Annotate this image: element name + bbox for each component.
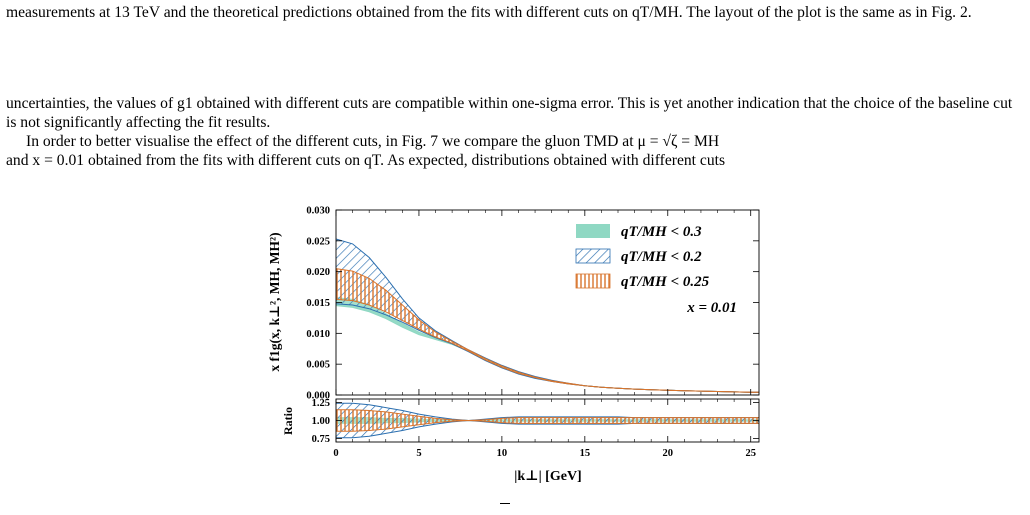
ratio-tick-label: 0.75 [312,434,330,445]
legend-swatch-green [576,224,610,238]
legend-label-0.25: qT/MH < 0.25 [621,274,710,290]
x-tick-label: 25 [745,448,756,459]
main-panel-bands [336,238,759,393]
annotation-x-value: x = 0.01 [686,300,737,316]
x-tick-label: 10 [497,448,508,459]
y-tick-label: 0.000 [306,391,330,402]
y-tick-label: 0.005 [306,360,330,371]
paragraph-caption-tail: measurements at 13 TeV and the theoretic… [6,4,972,21]
y-tick-label: 0.015 [306,298,330,309]
y-tick-label: 0.025 [306,236,330,247]
legend-swatch-blue [575,248,611,264]
ratio-panel-bands [336,402,759,439]
y-axis-label: x f1g(x, k⊥², MH, MH²) [267,232,282,371]
legend-label-0.2: qT/MH < 0.2 [621,249,702,265]
legend-swatch-orange [575,273,611,289]
ratio-band-2 [336,409,759,432]
x-tick-label: 15 [580,448,591,459]
x-tick-label: 0 [333,448,338,459]
ratio-band-2-upper-edge [336,409,759,422]
ratio-tick-label: 1.00 [312,416,330,427]
ratio-band-2-lower-edge [336,419,759,432]
x-tick-label: 20 [663,448,674,459]
x-axis-label: |k⊥| [GeV] [514,469,581,484]
paragraph-line-1: In order to better visualise the effect … [26,133,720,150]
paragraph-uncertainties: uncertainties, the values of g1 obtained… [6,95,1013,131]
paragraph-visualise: In order to better visualise the effect … [6,132,1024,170]
axes-ticks: 0.000 0.005 0.010 0.015 0.020 0.025 0.030 0.75 1… [306,206,759,459]
ratio-tick-label: 1.25 [312,398,330,409]
x-tick-label: 5 [416,448,421,459]
y-tick-label: 0.030 [306,206,330,217]
main-band-2-lower-edge [336,298,759,393]
y-tick-label: 0.020 [306,267,330,278]
y-tick-label: 0.010 [306,329,330,340]
paragraph-line-2: and x = 0.01 obtained from the fits with… [6,152,726,169]
legend: qT/MH < 0.3 qT/MH < 0.2 qT/MH < 0.25 x =… [575,224,737,316]
ratio-axis-label: Ratio [281,407,295,435]
legend-label-0.3: qT/MH < 0.3 [621,224,702,240]
caption-fragment [500,503,510,504]
